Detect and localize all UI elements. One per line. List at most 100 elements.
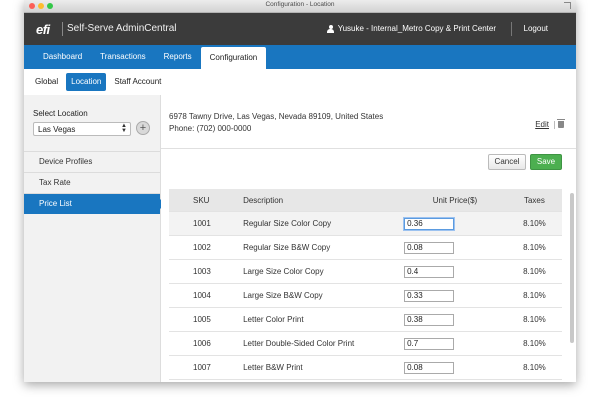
efi-logo: efi — [36, 22, 50, 37]
description-cell: Large Size B&W Copy — [242, 283, 404, 308]
sku-cell: 1007 — [169, 355, 243, 380]
description-cell: Regular Size Color Copy — [242, 211, 404, 236]
unit-price-cell — [403, 211, 507, 236]
app-name: Self-Serve AdminCentral — [67, 23, 177, 34]
user-label: Yusuke - Internal_Metro Copy & Print Cen… — [337, 24, 496, 33]
description-cell: Regular Size B&W Copy — [242, 235, 404, 260]
description-cell: Letter Color Print — [242, 307, 404, 332]
user-icon — [327, 24, 335, 33]
sub-navigation: Global Location Staff Account — [24, 69, 576, 96]
unit-price-input[interactable] — [404, 241, 455, 254]
unit-price-input[interactable] — [404, 313, 455, 326]
taxes-cell: 8.10% — [506, 307, 562, 332]
taxes-cell: 8.10% — [506, 355, 562, 380]
window-controls — [29, 3, 53, 9]
sidebar-item-price-list[interactable]: Price List — [24, 193, 165, 214]
header-taxes: Taxes — [506, 189, 562, 212]
tab-configuration[interactable]: Configuration — [200, 47, 267, 69]
sku-cell: 1002 — [169, 235, 243, 260]
header-description: Description — [242, 189, 404, 212]
close-window-button[interactable] — [29, 3, 35, 9]
sidebar-menu: Device Profiles Tax Rate Price List — [24, 151, 165, 214]
save-button[interactable]: Save — [530, 154, 562, 170]
fullscreen-icon[interactable] — [564, 2, 571, 9]
unit-price-input[interactable] — [404, 265, 455, 278]
sku-cell: 1001 — [169, 211, 243, 236]
sidebar-item-tax-rate[interactable]: Tax Rate — [24, 172, 160, 193]
app-window: Configuration - Location efi Self-Serve … — [24, 0, 576, 382]
unit-price-cell — [403, 259, 507, 284]
zoom-window-button[interactable] — [47, 3, 53, 9]
unit-price-cell — [403, 355, 507, 380]
selected-location: Las Vegas — [38, 125, 76, 134]
unit-price-cell — [403, 379, 507, 382]
user-menu[interactable]: Yusuke - Internal_Metro Copy & Print Cen… — [327, 24, 496, 33]
unit-price-input[interactable] — [404, 361, 455, 374]
sidebar-item-device-profiles[interactable]: Device Profiles — [24, 151, 160, 172]
location-info: 6978 Tawny Drive, Las Vegas, Nevada 8910… — [169, 111, 383, 135]
description-cell: Letter B&W Print — [242, 355, 404, 380]
sidebar: Select Location Las Vegas ▲ ▼ + Device Pr… — [24, 95, 165, 382]
sku-cell: 1006 — [169, 331, 243, 356]
window-title: Configuration - Location — [265, 1, 335, 8]
unit-price-cell — [403, 235, 507, 260]
select-arrows-icon: ▲ ▼ — [121, 123, 127, 134]
description-cell: Letter Double-Sided Color Print — [242, 331, 404, 356]
tab-reports[interactable]: Reports — [163, 52, 192, 61]
taxes-cell: 8.10% — [506, 235, 562, 260]
sku-cell: 1003 — [169, 259, 243, 284]
logout-link[interactable]: Logout — [523, 24, 548, 33]
main-navigation: Dashboard Transactions Reports Configura… — [24, 45, 576, 69]
price-list-table: SKU Description Unit Price($) Taxes 1001… — [169, 189, 562, 382]
app-header: efi Self-Serve AdminCentral Yusuke - Int… — [24, 13, 576, 45]
taxes-cell: 8.10% — [506, 259, 562, 284]
table-header-row: SKU Description Unit Price($) Taxes — [169, 189, 562, 212]
scrollbar[interactable] — [570, 193, 574, 343]
header-unit-price: Unit Price($) — [403, 189, 507, 212]
header-divider — [511, 22, 512, 36]
unit-price-input[interactable] — [404, 337, 455, 350]
window-titlebar: Configuration - Location — [24, 0, 576, 13]
tab-dashboard[interactable]: Dashboard — [43, 52, 83, 61]
description-cell: Letter Double-Sided B&W Print — [242, 379, 404, 382]
content-area: Select Location Las Vegas ▲ ▼ + Device Pr… — [24, 95, 576, 382]
section-divider — [161, 148, 576, 149]
sku-cell: 1004 — [169, 283, 243, 308]
add-location-button[interactable]: + — [136, 121, 150, 135]
price-list-table-container: SKU Description Unit Price($) Taxes 1001… — [169, 189, 562, 382]
header-sku: SKU — [169, 189, 243, 212]
taxes-cell: 8.10% — [506, 211, 562, 236]
subtab-staff-account[interactable]: Staff Account — [114, 77, 162, 86]
header-divider — [62, 22, 63, 36]
subtab-global[interactable]: Global — [35, 77, 59, 86]
main-panel: 6978 Tawny Drive, Las Vegas, Nevada 8910… — [161, 95, 576, 382]
unit-price-cell — [403, 307, 507, 332]
sku-cell: 1005 — [169, 307, 243, 332]
unit-price-cell — [403, 331, 507, 356]
edit-link[interactable]: Edit — [535, 120, 549, 129]
action-divider — [554, 121, 555, 129]
location-select[interactable]: Las Vegas ▲ ▼ — [33, 122, 131, 136]
location-address: 6978 Tawny Drive, Las Vegas, Nevada 8910… — [169, 112, 384, 121]
sku-cell: 1008 — [169, 379, 243, 382]
select-location-label: Select Location — [33, 109, 88, 118]
subtab-location[interactable]: Location — [66, 73, 107, 91]
unit-price-input[interactable] — [404, 217, 455, 230]
unit-price-input[interactable] — [404, 289, 455, 302]
table-row: 1008Letter Double-Sided B&W Print 8.10% — [169, 379, 562, 382]
trash-icon[interactable] — [557, 119, 565, 128]
tab-transactions[interactable]: Transactions — [100, 52, 146, 61]
cancel-button[interactable]: Cancel — [488, 154, 526, 170]
unit-price-cell — [403, 283, 507, 308]
taxes-cell: 8.10% — [506, 331, 562, 356]
minimize-window-button[interactable] — [38, 3, 44, 9]
taxes-cell: 8.10% — [506, 379, 562, 382]
description-cell: Large Size Color Copy — [242, 259, 404, 284]
